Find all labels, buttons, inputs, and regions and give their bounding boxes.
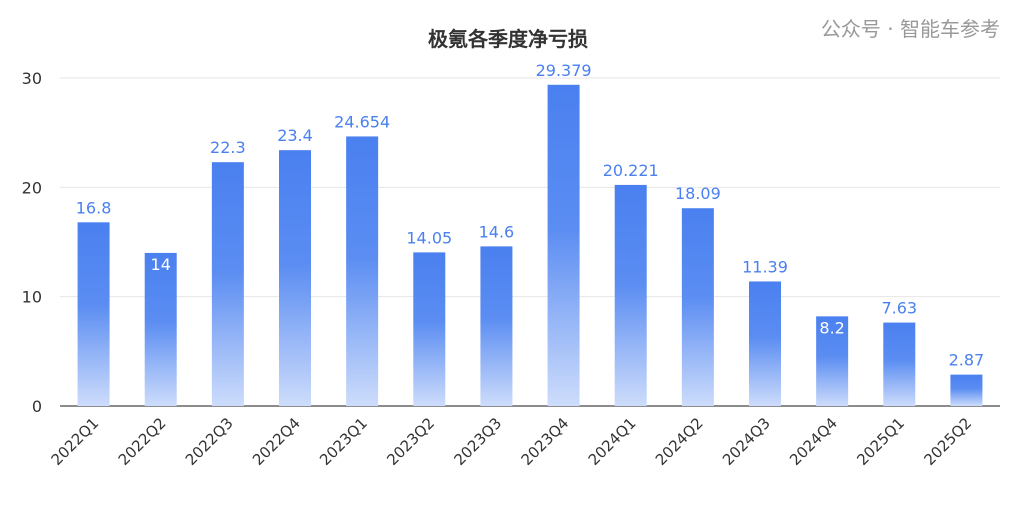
x-tick-label: 2023Q1	[316, 414, 371, 469]
data-label: 16.8	[76, 198, 112, 217]
bar	[883, 322, 916, 406]
data-label: 14.05	[406, 228, 452, 247]
bar	[547, 84, 580, 406]
x-tick-label: 2022Q1	[48, 414, 103, 469]
x-tick-label: 2022Q3	[182, 414, 237, 469]
data-label: 29.379	[536, 61, 592, 80]
data-label: 20.221	[603, 161, 659, 180]
bar	[346, 136, 379, 407]
bar	[950, 374, 983, 406]
bar	[480, 246, 513, 406]
y-tick-label: 20	[22, 178, 42, 197]
y-tick-label: 0	[32, 397, 42, 416]
x-tick-label: 2024Q3	[719, 414, 774, 469]
bar	[413, 252, 446, 406]
data-label: 2.87	[949, 351, 985, 370]
x-tick-label: 2024Q2	[652, 414, 707, 469]
bar	[614, 184, 647, 406]
data-label: 23.4	[277, 126, 313, 145]
bar	[211, 162, 244, 406]
bar	[749, 281, 781, 406]
x-tick-label: 2025Q1	[853, 414, 908, 469]
data-label: 14	[151, 255, 171, 274]
data-label: 8.2	[819, 318, 844, 337]
data-label: 22.3	[210, 138, 246, 157]
data-label: 11.39	[742, 257, 788, 276]
bar	[279, 150, 311, 406]
x-tick-label: 2024Q4	[786, 414, 841, 469]
watermark: 公众号 · 智能车参考	[821, 17, 1000, 41]
data-label: 18.09	[675, 184, 721, 203]
chart-title: 极氪各季度净亏损	[428, 27, 588, 51]
x-tick-label: 2025Q2	[920, 414, 975, 469]
y-tick-label: 30	[22, 69, 42, 88]
bar	[816, 316, 849, 406]
x-tick-label: 2023Q2	[383, 414, 438, 469]
x-tick-label: 2022Q2	[115, 414, 170, 469]
data-label: 14.6	[479, 222, 515, 241]
data-label: 7.63	[881, 299, 917, 318]
x-tick-label: 2023Q3	[450, 414, 505, 469]
y-tick-label: 10	[22, 288, 42, 307]
bar	[144, 252, 177, 406]
x-tick-label: 2023Q4	[518, 414, 573, 469]
data-label: 24.654	[334, 112, 390, 131]
x-tick-label: 2022Q4	[249, 414, 304, 469]
bar	[681, 208, 714, 406]
x-tick-label: 2024Q1	[585, 414, 640, 469]
bar	[77, 222, 110, 406]
